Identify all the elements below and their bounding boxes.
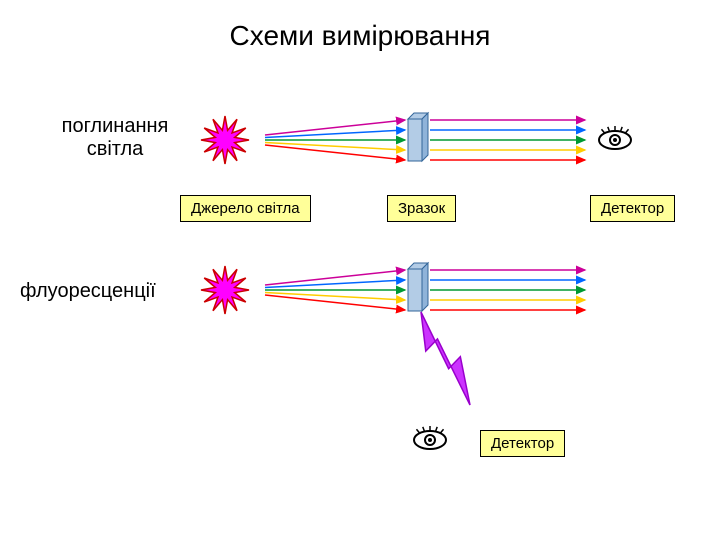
diagram-svg — [0, 0, 720, 540]
